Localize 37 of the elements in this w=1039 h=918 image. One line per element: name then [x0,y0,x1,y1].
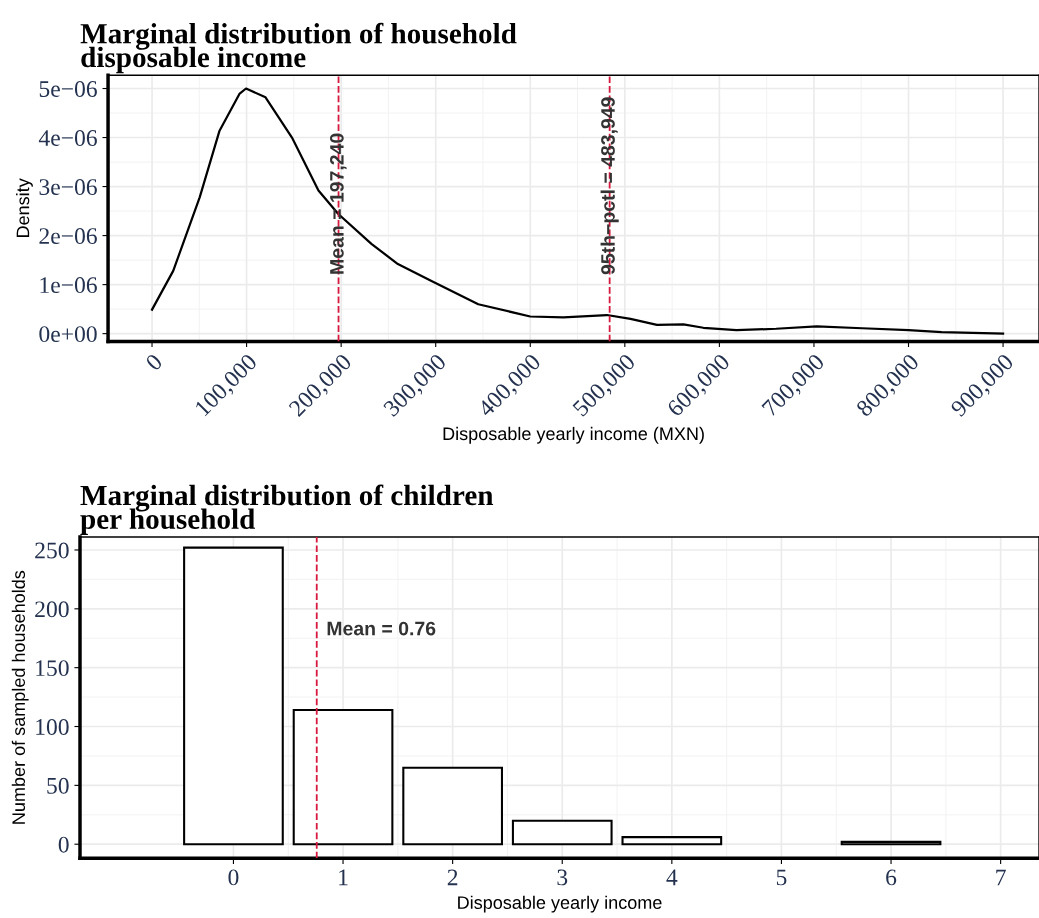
ref-line-label: Mean = 0.76 [327,621,436,636]
y-tick-label: 0e+00 [39,326,97,343]
x-tick-label: 2 [447,869,458,886]
x-tick-label: 3 [557,869,568,886]
x-axis-title: Disposable yearly income [458,895,662,913]
bar [621,836,723,846]
x-tick-label: 4 [666,869,678,886]
x-tick-label: 7 [996,869,1006,886]
y-tick-label: 150 [36,660,69,677]
bar [511,819,613,846]
x-tick-label: 1 [339,869,348,886]
ref-line-label: Mean = 197,240 [329,133,347,274]
y-tick-label: 50 [47,777,69,794]
y-axis-title: Density [16,178,33,238]
chart-title: Marginal distribution of household disposable income [80,22,517,74]
y-tick-label: 3e−06 [39,179,97,195]
y-tick-label: 5e−06 [39,81,97,97]
bar [292,709,394,846]
x-axis-title: Disposable yearly income (MXN) [443,426,704,444]
y-tick-label: 2e−06 [39,228,97,245]
bar [402,766,503,846]
y-tick-label: 0 [58,836,69,853]
y-axis-title: Number of sampled households [11,570,29,824]
line-series [150,87,1005,335]
y-tick-label: 250 [35,542,69,559]
y-tick-label: 100 [36,719,69,735]
x-tick-label: 0 [228,869,239,886]
x-tick-label: 6 [886,869,897,886]
bar [840,840,942,846]
y-tick-label: 1e−06 [40,277,97,294]
bar [183,546,284,846]
x-tick-label: 5 [776,869,787,886]
x-tick-label: 0 [144,353,164,372]
y-tick-label: 4e−06 [38,130,97,146]
ref-line-label: 95th−pctl = 483,949 [600,97,619,275]
chart-title: Marginal distribution of children per household [80,484,494,535]
y-tick-label: 200 [35,601,69,618]
